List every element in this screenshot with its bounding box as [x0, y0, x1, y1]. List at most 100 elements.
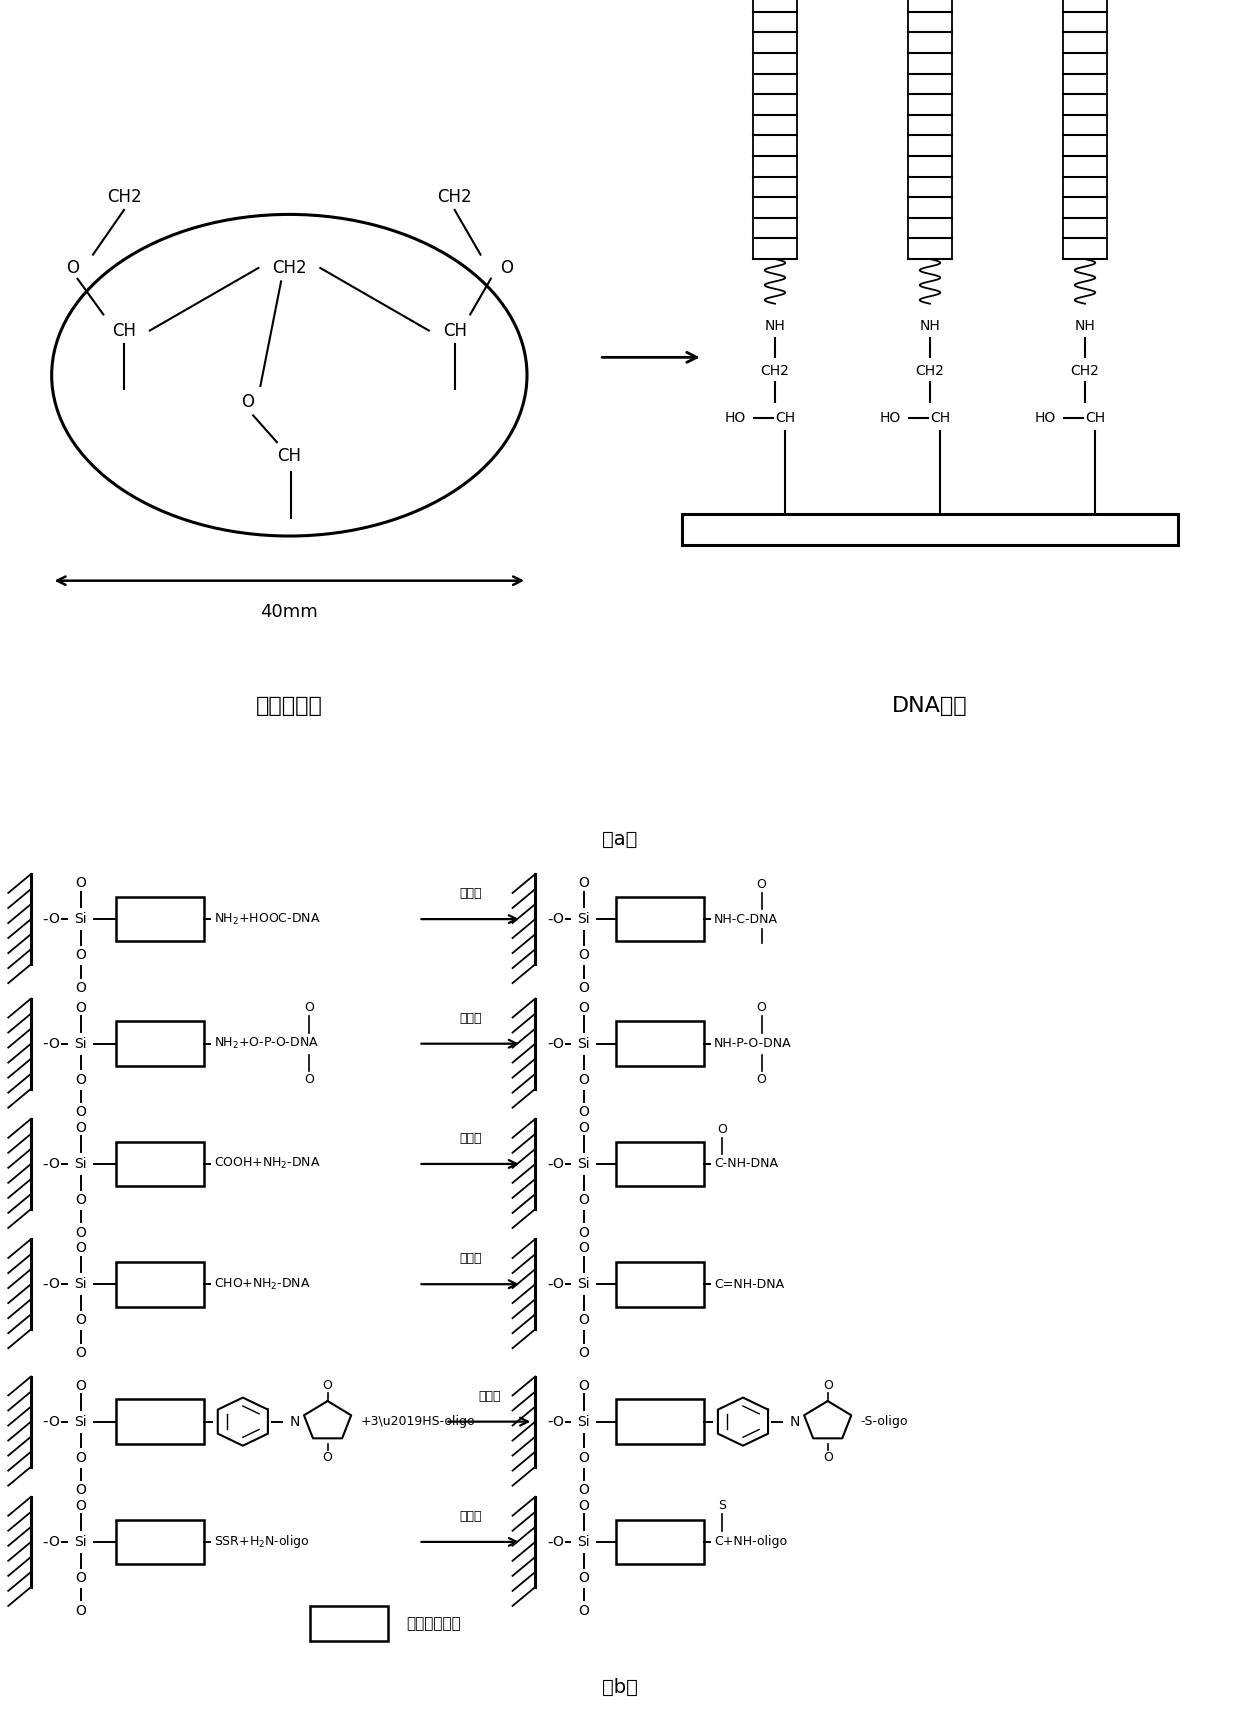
Text: O: O: [578, 876, 589, 890]
Text: -: -: [42, 1156, 48, 1172]
Text: -: -: [547, 1534, 553, 1550]
Text: O: O: [76, 1105, 86, 1120]
Text: O: O: [578, 1000, 589, 1015]
Text: O: O: [48, 1036, 60, 1051]
Text: Si: Si: [74, 1414, 87, 1429]
Text: CH: CH: [443, 321, 466, 340]
Text: Si: Si: [74, 1156, 87, 1172]
Text: -: -: [547, 912, 553, 926]
Text: CH: CH: [112, 321, 136, 340]
Text: O: O: [823, 1380, 832, 1392]
Text: CH2: CH2: [272, 259, 306, 277]
Text: O: O: [48, 1414, 60, 1429]
Text: N: N: [289, 1414, 300, 1429]
Text: Si: Si: [578, 1414, 590, 1429]
Text: NH: NH: [920, 320, 940, 333]
Text: O: O: [76, 981, 86, 995]
Text: O: O: [48, 1534, 60, 1550]
Text: Si: Si: [74, 1534, 87, 1550]
Text: 交联剂: 交联剂: [459, 886, 481, 900]
Bar: [616, 1020, 703, 1065]
Text: （a）: （a）: [603, 830, 637, 849]
Text: O: O: [578, 1603, 589, 1618]
Text: O: O: [578, 1345, 589, 1361]
Text: O: O: [578, 981, 589, 995]
Text: CH: CH: [1085, 411, 1105, 424]
Text: O: O: [578, 1192, 589, 1208]
Text: -: -: [42, 1534, 48, 1550]
Text: N: N: [790, 1414, 800, 1429]
Bar: [115, 897, 203, 941]
Text: O: O: [578, 1105, 589, 1120]
Text: O: O: [76, 1120, 86, 1136]
Text: O: O: [48, 1156, 60, 1172]
Text: O: O: [76, 1450, 86, 1465]
Text: O: O: [76, 1225, 86, 1240]
Text: O: O: [578, 1225, 589, 1240]
Text: O: O: [76, 1570, 86, 1586]
Text: -: -: [42, 912, 48, 926]
Text: 交联剂: 交联剂: [459, 1012, 481, 1024]
Text: O: O: [756, 878, 766, 892]
Bar: [682, 514, 1178, 545]
Bar: [616, 897, 703, 941]
Bar: [115, 1261, 203, 1306]
Text: -: -: [547, 1036, 553, 1051]
Text: O: O: [48, 912, 60, 926]
Bar: [616, 1398, 703, 1443]
Text: O: O: [578, 1570, 589, 1586]
Text: O: O: [500, 259, 513, 277]
Text: O: O: [76, 1000, 86, 1015]
Text: （b）: （b）: [603, 1678, 637, 1697]
Text: O: O: [553, 1036, 563, 1051]
Text: O: O: [578, 1240, 589, 1256]
Text: O: O: [322, 1380, 332, 1392]
Text: CH2: CH2: [760, 364, 790, 378]
Text: Si: Si: [578, 1156, 590, 1172]
Text: CHO+NH$_2$-DNA: CHO+NH$_2$-DNA: [215, 1276, 310, 1292]
Text: 交联剂: 交联剂: [479, 1390, 501, 1402]
Bar: [115, 1141, 203, 1185]
Text: O: O: [578, 1498, 589, 1514]
Text: S: S: [718, 1500, 727, 1512]
Text: 交联剂: 交联剂: [459, 1132, 481, 1144]
Text: NH-P-O-DNA: NH-P-O-DNA: [714, 1038, 791, 1050]
Text: O: O: [76, 948, 86, 962]
Text: -: -: [42, 1036, 48, 1051]
Text: CH: CH: [930, 411, 950, 424]
Text: O: O: [76, 1345, 86, 1361]
Text: -: -: [547, 1276, 553, 1292]
Text: NH$_2$+HOOC-DNA: NH$_2$+HOOC-DNA: [215, 912, 320, 926]
Text: C-NH-DNA: C-NH-DNA: [714, 1158, 777, 1170]
Text: -: -: [42, 1414, 48, 1429]
Text: CH: CH: [278, 447, 301, 464]
Text: HO: HO: [725, 411, 746, 424]
Bar: [310, 1606, 387, 1641]
Text: O: O: [718, 1124, 727, 1136]
Text: Si: Si: [578, 1534, 590, 1550]
Bar: [616, 1520, 703, 1563]
Text: NH$_2$+O-P-O-DNA: NH$_2$+O-P-O-DNA: [215, 1036, 319, 1051]
Text: O: O: [76, 1072, 86, 1087]
Text: O: O: [578, 1378, 589, 1393]
Bar: [115, 1398, 203, 1443]
Text: Si: Si: [578, 1036, 590, 1051]
Text: CH: CH: [775, 411, 795, 424]
Text: HO: HO: [880, 411, 901, 424]
Text: O: O: [76, 1603, 86, 1618]
Text: O: O: [578, 1072, 589, 1087]
Text: O: O: [242, 393, 254, 411]
Text: -: -: [42, 1276, 48, 1292]
Text: COOH+NH$_2$-DNA: COOH+NH$_2$-DNA: [215, 1156, 320, 1172]
Text: SSR+H$_2$N-oligo: SSR+H$_2$N-oligo: [215, 1534, 310, 1550]
Text: NH: NH: [765, 320, 785, 333]
Text: -S-oligo: -S-oligo: [861, 1416, 908, 1428]
Text: CH2: CH2: [438, 187, 472, 206]
Text: O: O: [756, 1002, 766, 1014]
Text: -: -: [547, 1414, 553, 1429]
Text: Si: Si: [74, 912, 87, 926]
Text: Si: Si: [74, 1036, 87, 1051]
Text: O: O: [553, 912, 563, 926]
Text: O: O: [578, 948, 589, 962]
Text: O: O: [48, 1276, 60, 1292]
